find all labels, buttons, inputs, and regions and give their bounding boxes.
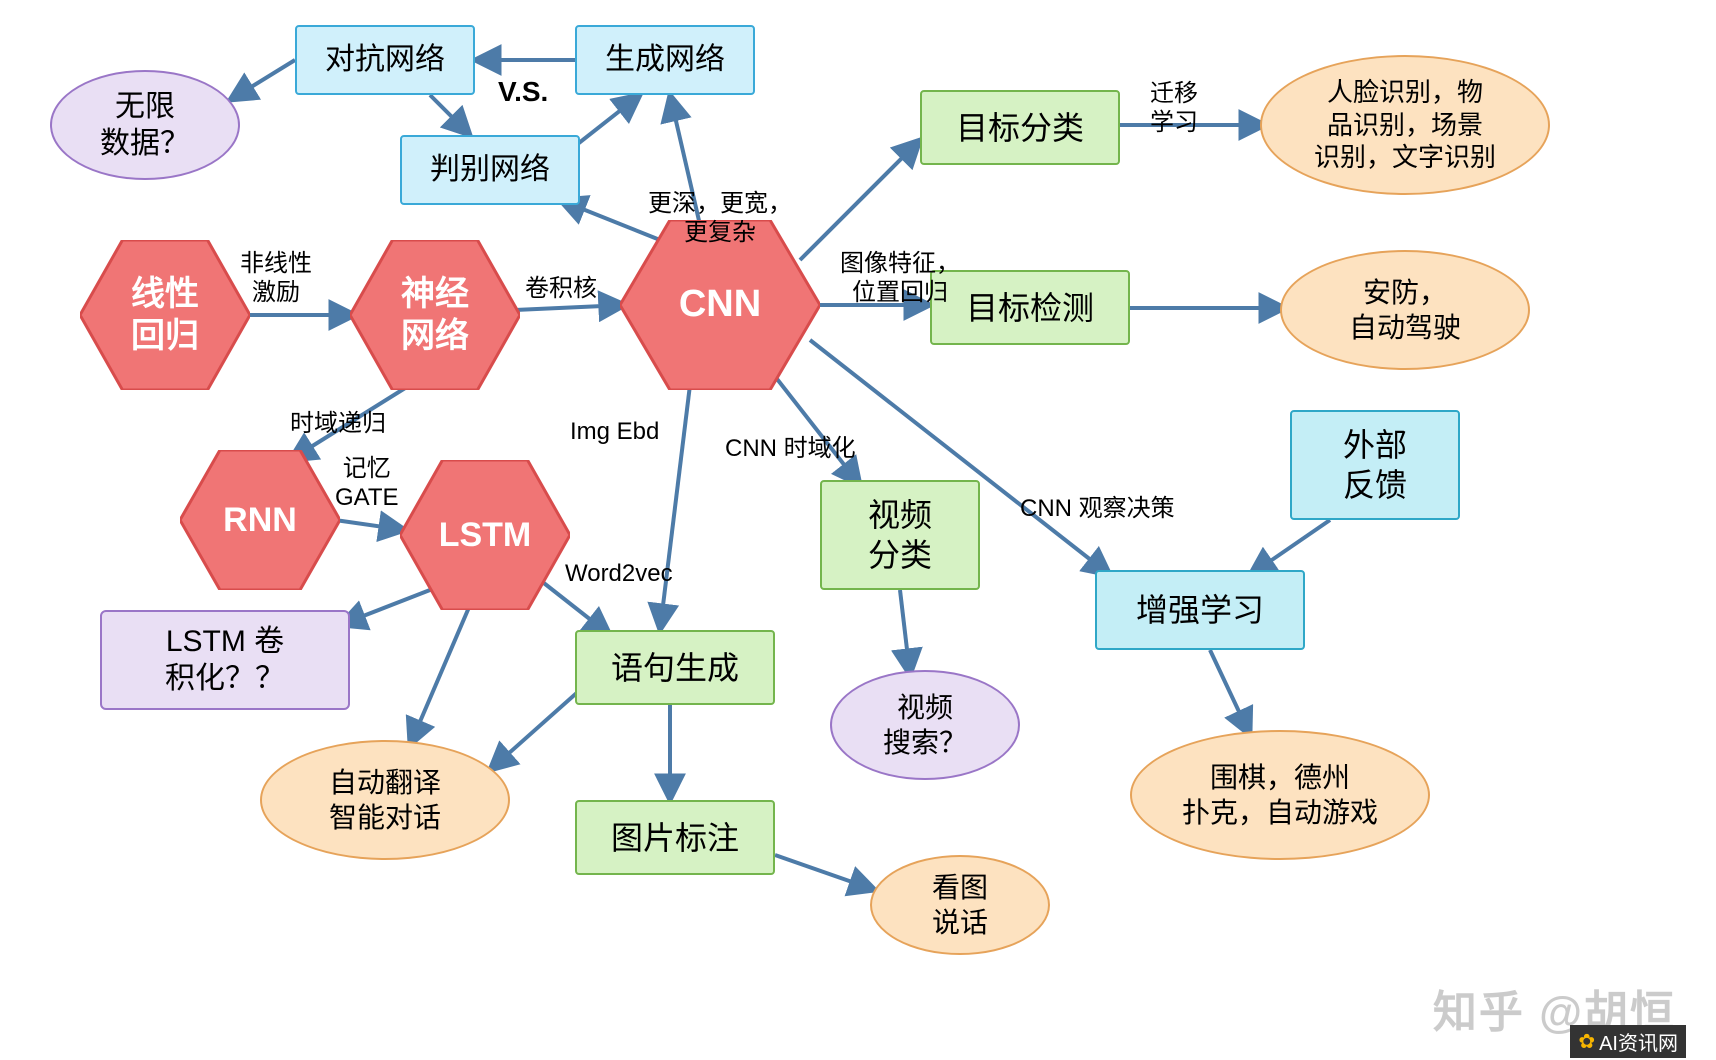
node-video_search: 视频 搜索？: [830, 670, 1020, 780]
node-img_caption: 图片标注: [575, 800, 775, 875]
node-obj_det-label: 目标检测: [966, 288, 1094, 328]
node-apps_det-label: 安防， 自动驾驶: [1349, 275, 1461, 345]
node-gan_disc: 判别网络: [400, 135, 580, 205]
node-video_cls-label: 视频 分类: [868, 495, 932, 575]
node-lstm_conv: LSTM 卷 积化？？: [100, 610, 350, 710]
edge-gan_adv-infinite_data: [230, 60, 295, 100]
edge-label-cnn_time: CNN 时域化: [725, 435, 856, 464]
edge-lstm-translate: [410, 605, 470, 745]
node-caption_talk-label: 看图 说话: [932, 870, 988, 940]
node-gan_adv-label: 对抗网络: [325, 41, 445, 79]
edge-label-deeper: 更深，更宽， 更复杂: [648, 190, 792, 248]
edge-gan_disc-gan_gen: [570, 95, 640, 150]
edge-cnn-sent_gen: [660, 385, 690, 630]
node-linreg-label: 线性 回归: [131, 273, 199, 358]
node-img_caption-label: 图片标注: [611, 818, 739, 858]
node-infinite_data: 无限 数据？: [50, 70, 240, 180]
node-infinite_data-label: 无限 数据？: [100, 88, 190, 163]
node-lstm-label: LSTM: [439, 514, 532, 557]
edge-sent_gen-translate: [490, 690, 580, 770]
edge-label-nonlin: 非线性 激励: [240, 250, 312, 308]
node-translate: 自动翻译 智能对话: [260, 740, 510, 860]
node-rnn-label: RNN: [223, 499, 297, 542]
edge-video_cls-video_search: [900, 590, 910, 675]
edge-img_caption-caption_talk: [775, 855, 875, 890]
node-video_cls: 视频 分类: [820, 480, 980, 590]
node-caption_talk: 看图 说话: [870, 855, 1050, 955]
node-rl_apps-label: 围棋，德州 扑克，自动游戏: [1182, 760, 1378, 830]
edge-gan_adv-gan_disc: [430, 95, 470, 135]
edge-label-transfer: 迁移 学习: [1150, 80, 1198, 138]
node-video_search-label: 视频 搜索？: [883, 690, 967, 760]
edge-label-vs: V.S.: [498, 75, 548, 109]
edge-nn-cnn: [515, 305, 625, 310]
edge-reinforce-rl_apps: [1210, 650, 1250, 735]
node-apps_cls-label: 人脸识别，物 品识别，场景 识别，文字识别: [1314, 76, 1496, 174]
node-obj_cls: 目标分类: [920, 90, 1120, 165]
edge-label-img_feat: 图像特征， 位置回归: [840, 250, 960, 308]
edge-rnn-lstm: [335, 520, 405, 530]
node-apps_det: 安防， 自动驾驶: [1280, 250, 1530, 370]
edge-label-time_recurse: 时域递归: [290, 410, 386, 439]
edge-label-word2vec: Word2vec: [565, 560, 673, 589]
edge-label-img_ebd: Img Ebd: [570, 418, 659, 447]
node-reinforce: 增强学习: [1095, 570, 1305, 650]
edge-label-cnn_policy: CNN 观察决策: [1020, 495, 1175, 524]
node-lstm: LSTM: [400, 460, 570, 610]
node-nn-label: 神经 网络: [401, 273, 469, 358]
node-rl_apps: 围棋，德州 扑克，自动游戏: [1130, 730, 1430, 860]
node-rnn: RNN: [180, 450, 340, 590]
edge-ext_feedback-reinforce: [1250, 520, 1330, 575]
node-gan_gen-label: 生成网络: [605, 41, 725, 79]
edge-label-mem_gate: 记忆 GATE: [335, 455, 399, 513]
node-gan_adv: 对抗网络: [295, 25, 475, 95]
node-nn: 神经 网络: [350, 240, 520, 390]
node-translate-label: 自动翻译 智能对话: [329, 765, 441, 835]
node-sent_gen-label: 语句生成: [611, 648, 739, 688]
node-ext_feedback: 外部 反馈: [1290, 410, 1460, 520]
node-gan_gen: 生成网络: [575, 25, 755, 95]
node-apps_cls: 人脸识别，物 品识别，场景 识别，文字识别: [1260, 55, 1550, 195]
diagram-canvas: 无限 数据？ 对抗网络 生成网络判别网络 线性 回归 神经 网络 CNN 目标分类目标…: [0, 0, 1716, 1060]
node-obj_det: 目标检测: [930, 270, 1130, 345]
edge-label-conv_kernel: 卷积核: [525, 275, 597, 304]
node-gan_disc-label: 判别网络: [430, 151, 550, 189]
node-lstm_conv-label: LSTM 卷 积化？？: [165, 623, 285, 698]
node-obj_cls-label: 目标分类: [956, 108, 1084, 148]
node-cnn-label: CNN: [679, 281, 761, 329]
node-ext_feedback-label: 外部 反馈: [1343, 425, 1407, 505]
node-linreg: 线性 回归: [80, 240, 250, 390]
node-reinforce-label: 增强学习: [1136, 590, 1264, 630]
node-sent_gen: 语句生成: [575, 630, 775, 705]
